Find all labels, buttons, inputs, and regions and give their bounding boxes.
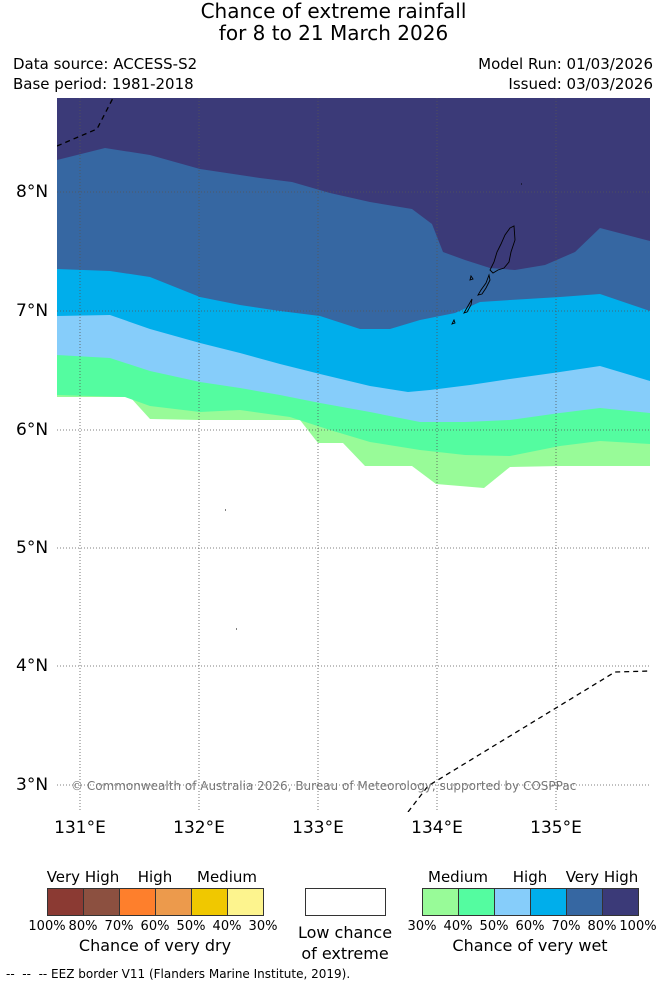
model-run: Model Run: 01/03/2026 [478, 55, 653, 73]
neutral-caption-line2: of extreme [301, 944, 389, 963]
base-period: Base period: 1981-2018 [13, 75, 194, 93]
dry-pct-30: 30% [248, 919, 278, 934]
wet-pct-40: 40% [443, 919, 473, 934]
graticule [57, 98, 650, 812]
eez-border-note: -- -- -- EEZ border V11 (Flanders Marine… [6, 967, 351, 981]
lat-label-7n: 7°N [16, 301, 49, 321]
map-title-line2: for 8 to 21 March 2026 [218, 21, 449, 45]
lat-label-3n: 3°N [16, 775, 49, 795]
wet-pct-50: 50% [479, 919, 509, 934]
wet-pct-100: 100% [619, 919, 657, 934]
wet-swatch-50 [495, 889, 531, 915]
wet-swatch-40 [459, 889, 495, 915]
dry-colorbar [47, 888, 264, 916]
dry-pct-70: 70% [104, 919, 134, 934]
lon-label-132e: 132°E [173, 818, 225, 838]
dry-swatch-60 [156, 889, 192, 915]
lon-label-133e: 133°E [292, 818, 344, 838]
lat-label-8n: 8°N [16, 182, 49, 202]
lat-label-4n: 4°N [16, 656, 49, 676]
lon-label-134e: 134°E [411, 818, 463, 838]
wet-swatch-60 [531, 889, 567, 915]
wet-caption: Chance of very wet [452, 936, 608, 955]
rainfall-map [57, 98, 650, 812]
dry-pct-80: 80% [68, 919, 98, 934]
dry-swatch-50 [192, 889, 228, 915]
wet-swatch-70 [567, 889, 603, 915]
kayangel-atoll [521, 183, 522, 185]
copyright-notice: © Commonwealth of Australia 2026, Bureau… [71, 779, 577, 793]
palau-main-island [489, 225, 516, 274]
neutral-swatch [305, 888, 386, 916]
palau-southern-islands [451, 273, 491, 325]
eez-border-north [57, 98, 114, 147]
pulo-anna-island [236, 628, 237, 630]
neutral-caption-line1: Low chance [297, 923, 393, 942]
wet-pct-30: 30% [407, 919, 437, 934]
wet-swatch-30 [423, 889, 459, 915]
issued-date: Issued: 03/03/2026 [508, 75, 653, 93]
map-title-line1: Chance of extreme rainfall [200, 0, 467, 23]
dry-cat-high: High [137, 868, 173, 886]
contour-wet-80 [57, 98, 650, 270]
wet-cat-very-high: Very High [565, 868, 639, 886]
sonsorol-island [225, 509, 226, 511]
wet-swatch-80 [603, 889, 638, 915]
dry-swatch-70 [120, 889, 156, 915]
wet-pct-60: 60% [515, 919, 545, 934]
lon-label-131e: 131°E [54, 818, 106, 838]
wet-cat-high: High [512, 868, 548, 886]
data-source: Data source: ACCESS-S2 [13, 55, 198, 73]
dry-caption: Chance of very dry [78, 936, 232, 955]
dry-cat-medium: Medium [197, 868, 257, 886]
dry-cat-very-high: Very High [46, 868, 120, 886]
dry-swatch-100 [48, 889, 84, 915]
lat-label-5n: 5°N [16, 538, 49, 558]
lat-label-6n: 6°N [16, 420, 49, 440]
dry-swatch-80 [84, 889, 120, 915]
dry-pct-60: 60% [140, 919, 170, 934]
dry-swatch-40 [228, 889, 263, 915]
wet-colorbar [422, 888, 639, 916]
dry-pct-40: 40% [212, 919, 242, 934]
wet-pct-80: 80% [587, 919, 617, 934]
lon-label-135e: 135°E [530, 818, 582, 838]
dry-pct-100: 100% [28, 919, 66, 934]
wet-pct-70: 70% [551, 919, 581, 934]
wet-cat-medium: Medium [428, 868, 488, 886]
dry-pct-50: 50% [176, 919, 206, 934]
